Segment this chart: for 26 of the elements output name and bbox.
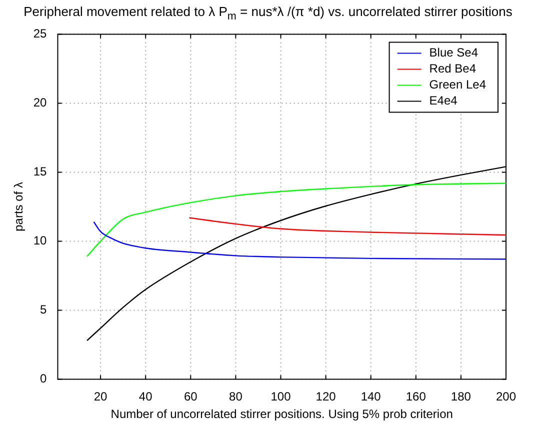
x-tick-label: 160 xyxy=(406,390,426,404)
y-tick-label: 5 xyxy=(40,302,48,317)
y-tick-label: 25 xyxy=(33,26,48,41)
x-tick-label: 200 xyxy=(496,390,516,404)
line-series xyxy=(93,221,506,260)
legend-label: E4e4 xyxy=(429,94,458,108)
legend-label: Red Be4 xyxy=(429,62,476,76)
line-series xyxy=(188,217,506,236)
y-tick-label: 15 xyxy=(33,164,48,179)
x-axis-title: Number of uncorrelated stirrer positions. Using 5% prob criterion xyxy=(110,407,453,422)
y-tick-label: 0 xyxy=(40,372,48,386)
y-tick-label: 20 xyxy=(33,96,48,110)
legend-label: Green Le4 xyxy=(429,78,486,92)
chart-title: Peripheral movement related to λ P$_{m}$ = nus*λ /(π *d) vs. uncorrelated stirrer positions xyxy=(22,4,514,23)
y-axis-title: parts of λ xyxy=(12,182,26,232)
y-tick-label: 10 xyxy=(33,234,48,248)
x-tick-label: 20 xyxy=(94,390,108,404)
x-tick-label: 40 xyxy=(138,390,153,404)
x-tick-label: 180 xyxy=(450,390,472,404)
legend-label: Blue Se4 xyxy=(429,46,478,60)
line-series xyxy=(86,182,506,257)
x-tick-label: 140 xyxy=(360,390,382,404)
x-tick-label: 100 xyxy=(270,390,292,404)
x-tick-label: 80 xyxy=(229,390,243,404)
x-tick-label: 60 xyxy=(184,390,198,404)
x-tick-label: 120 xyxy=(316,390,336,404)
